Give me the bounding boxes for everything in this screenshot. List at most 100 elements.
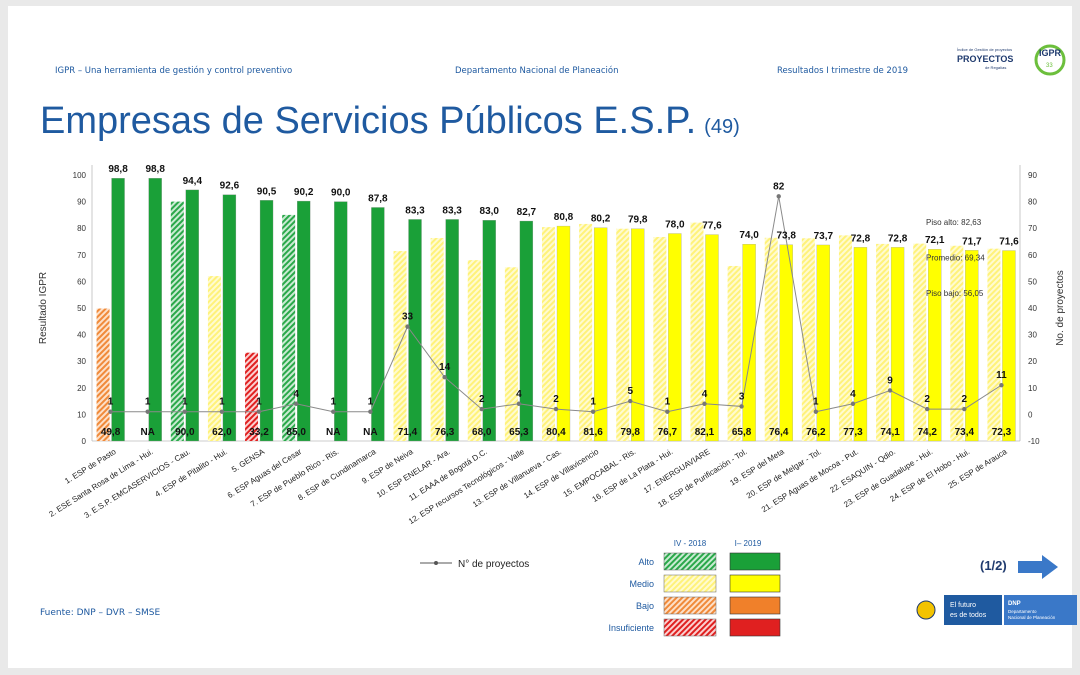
bar-i2019 [779, 244, 793, 442]
label-i2019: 77,6 [702, 221, 722, 232]
projects-point [925, 406, 930, 412]
y-axis-title: Resultado IGPR [38, 272, 49, 344]
header-left-text: IGPR – Una herramienta de gestión y cont… [55, 66, 293, 76]
label-iv2018: 73,4 [955, 427, 975, 438]
projects-label: 5 [627, 386, 633, 397]
bar-i2019 [742, 244, 756, 442]
header-center-text: Departamento Nacional de Planeación [455, 66, 619, 76]
label-iv2018: NA [363, 427, 377, 438]
projects-label: 1 [145, 397, 151, 408]
y2-tick-label: 20 [1028, 357, 1037, 366]
bar-i2019 [965, 250, 979, 442]
label-iv2018: 72,3 [992, 427, 1012, 438]
bar-iv2018 [876, 243, 890, 441]
label-i2019: 80,8 [554, 212, 574, 223]
bar-i2019 [928, 249, 942, 442]
label-i2019: 92,6 [220, 181, 240, 192]
projects-point [999, 382, 1004, 388]
label-i2019: 98,8 [108, 164, 128, 175]
pager-label[interactable]: (1/2) [980, 558, 1007, 573]
bar-i2019 [222, 194, 237, 442]
projects-label: 1 [813, 397, 819, 408]
projects-label: 4 [702, 389, 708, 400]
y-tick-label: 40 [77, 331, 86, 340]
label-i2019: 73,8 [776, 231, 796, 242]
y2-tick-label: 10 [1028, 384, 1037, 393]
legend-col2: I– 2019 [735, 539, 762, 548]
threshold-annotation: Piso alto: 82,63 [926, 218, 982, 227]
title-count: (49) [704, 116, 740, 138]
projects-label: 1 [368, 397, 374, 408]
bar-i2019 [853, 247, 868, 442]
label-i2019: 78,0 [665, 220, 685, 231]
bar-i2019 [371, 207, 385, 442]
label-iv2018: 68,0 [472, 427, 492, 438]
label-i2019: 87,8 [368, 193, 388, 204]
projects-point [405, 324, 410, 329]
label-i2019: 72,8 [888, 233, 908, 244]
legend-swatch-iv2018 [663, 552, 717, 571]
bar-iv2018 [616, 228, 630, 441]
projects-label: 14 [439, 362, 451, 373]
source-note: Fuente: DNP – DVR – SMSE [40, 608, 161, 618]
label-iv2018: 65,3 [509, 427, 529, 438]
label-iv2018: NA [326, 427, 340, 438]
label-i2019: 72,8 [851, 233, 871, 244]
logo-badge: IGPR [1039, 48, 1062, 58]
projects-point [739, 404, 744, 409]
projects-label: 1 [330, 397, 336, 408]
projects-label: 9 [887, 375, 893, 386]
bar-iv2018 [282, 214, 296, 441]
legend-row-label: Medio [629, 579, 654, 589]
legend-row-label: Alto [638, 557, 654, 567]
legend-group: N° de proyectos IV - 2018 I– 2019 Alto Medio… [420, 539, 781, 637]
legend-swatch-i2019 [729, 618, 781, 637]
label-i2019: 90,2 [294, 187, 314, 198]
label-i2019: 80,2 [591, 214, 611, 225]
label-i2019: 73,7 [814, 231, 834, 242]
bar-i2019 [705, 234, 719, 442]
projects-point [553, 406, 559, 412]
y2-tick-label: -10 [1028, 437, 1040, 446]
label-iv2018: 49,8 [101, 427, 121, 438]
logo-main: PROYECTOS [957, 54, 1013, 64]
projects-label: 1 [590, 397, 596, 408]
projects-label: 2 [553, 394, 559, 405]
label-iv2018: 76,3 [435, 427, 455, 438]
projects-point [628, 398, 633, 404]
y2-tick-label: 90 [1028, 171, 1037, 180]
y-tick-label: 20 [77, 384, 86, 393]
bar-i2019 [631, 228, 645, 442]
bar-i2019 [816, 244, 830, 442]
bar-i2019 [556, 225, 571, 442]
category-label: 22. ESAQUIN - Qdio. [828, 447, 897, 495]
threshold-annotation: Piso bajo: 56,05 [926, 289, 984, 298]
legend-swatch-i2019 [729, 552, 781, 571]
bar-i2019 [593, 227, 608, 442]
y-tick-label: 0 [82, 437, 87, 446]
y2-tick-label: 30 [1028, 331, 1037, 340]
bar-iv2018 [207, 276, 221, 441]
projects-point [776, 194, 781, 199]
y2-tick-label: 70 [1028, 224, 1037, 233]
threshold-annotation: Promedio: 69,34 [926, 254, 985, 263]
legend-swatch-iv2018 [663, 618, 717, 637]
bar-iv2018 [838, 235, 852, 441]
bar-i2019 [297, 200, 311, 442]
y-tick-label: 30 [77, 357, 86, 366]
projects-point [108, 409, 113, 414]
legend-line-point [434, 561, 438, 565]
bar-iv2018 [653, 236, 667, 441]
next-arrow-icon[interactable] [1018, 555, 1058, 579]
projects-point [516, 401, 522, 406]
projects-label: 3 [739, 391, 745, 402]
projects-label: 1 [219, 397, 225, 408]
bar-iv2018 [579, 223, 593, 441]
bar-i2019 [334, 201, 348, 442]
label-iv2018: NA [140, 427, 154, 438]
legend-swatch-i2019 [729, 596, 781, 615]
projects-point [293, 401, 299, 406]
projects-point [887, 388, 893, 393]
